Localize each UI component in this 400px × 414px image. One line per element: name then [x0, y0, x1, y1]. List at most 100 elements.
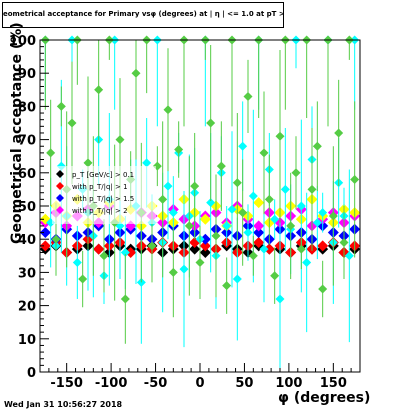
y-tick-label: 20: [18, 300, 36, 315]
data-point-green: [46, 148, 56, 158]
data-point-green: [184, 221, 194, 231]
data-point-cyan: [222, 221, 232, 231]
legend: p_T [GeV/c] > 0.1 with p_T/|q| > 1 with p_…: [52, 166, 156, 224]
data-point-green: [264, 194, 274, 204]
data-point-green: [147, 241, 157, 251]
x-tick-label: 50: [235, 376, 253, 391]
x-tick-label: 100: [275, 376, 302, 391]
x-tick-label: -100: [95, 376, 128, 391]
data-point-cyan: [296, 201, 306, 211]
legend-marker: [56, 194, 64, 202]
data-point-green: [158, 194, 168, 204]
data-point-green: [328, 211, 338, 221]
data-point-red: [317, 240, 329, 252]
data-point-cyan: [232, 274, 242, 284]
y-tick-label: 90: [18, 67, 36, 82]
data-point-cyan: [280, 184, 290, 194]
x-tick-label: -150: [50, 376, 83, 391]
legend-marker: [56, 170, 64, 178]
data-point-cyan: [248, 191, 258, 201]
x-tick-label: 0: [195, 376, 204, 391]
data-point-cyan: [275, 294, 285, 304]
timestamp: Wed Jan 31 10:56:27 2018: [4, 400, 123, 409]
data-point-green: [291, 168, 301, 178]
y-tick-label: 70: [18, 134, 36, 149]
data-point-black: [199, 246, 211, 258]
legend-marker: [56, 206, 64, 214]
x-tick-label: -50: [144, 376, 168, 391]
data-point-green: [78, 274, 88, 284]
data-point-blue: [39, 227, 51, 239]
data-point-cyan: [163, 181, 173, 191]
y-tick-label: 60: [18, 167, 36, 182]
y-tick-label: 0: [27, 366, 36, 381]
y-tick-label: 40: [18, 233, 36, 248]
data-point-cyan: [302, 257, 312, 267]
data-point-green: [168, 267, 178, 277]
legend-entry: with p_T/|q| > 1: [72, 183, 128, 191]
data-point-yellow: [253, 197, 265, 209]
data-point-green: [99, 251, 109, 261]
data-point-green: [232, 178, 242, 188]
data-point-green: [120, 294, 130, 304]
data-point-green: [94, 85, 104, 95]
title-box: eometrical acceptance for Primary vsφ (d…: [2, 2, 285, 28]
chart-title: eometrical acceptance for Primary vsφ (d…: [3, 10, 285, 18]
axis-ticks: -150 -100 -50 0 50 100 150 0 10 20 30 40 50 60 70 80 90 1…: [9, 34, 352, 391]
data-point-cyan: [344, 251, 354, 261]
data-point-green: [222, 281, 232, 291]
y-tick-label: 30: [18, 266, 36, 281]
data-point-green: [318, 284, 328, 294]
data-point-green: [174, 145, 184, 155]
data-point-cyan: [206, 198, 216, 208]
data-point-green: [216, 161, 226, 171]
data-point-cyan: [243, 228, 253, 238]
legend-marker: [56, 182, 64, 190]
y-axis-label: Geometrical acceptance (%): [9, 22, 25, 244]
y-tick-label: 80: [18, 100, 36, 115]
data-point-cyan: [72, 257, 82, 267]
data-point-green: [270, 271, 280, 281]
legend-entry: with p_T/|q| > 2: [72, 207, 128, 215]
data-point-green: [190, 181, 200, 191]
y-tick-label: 50: [18, 200, 36, 215]
data-point-green: [115, 135, 125, 145]
data-point-green: [206, 118, 216, 128]
data-point-cyan: [168, 208, 178, 218]
legend-entry: p_T [GeV/c] > 0.1: [72, 171, 134, 179]
data-point-green: [296, 244, 306, 254]
data-point-green: [312, 141, 322, 151]
data-point-red: [253, 237, 265, 249]
data-point-cyan: [227, 204, 237, 214]
data-point-red: [125, 246, 137, 258]
data-point-green: [248, 251, 258, 261]
data-point-cyan: [270, 214, 280, 224]
x-axis-label: φ (degrees): [278, 390, 371, 406]
data-point-green: [56, 101, 66, 111]
data-point-red: [93, 243, 105, 255]
data-point-green: [163, 105, 173, 115]
data-point-cyan: [120, 247, 130, 257]
legend-box: [52, 166, 156, 224]
data-point-magenta: [253, 220, 265, 232]
data-point-green: [334, 128, 344, 138]
data-point-cyan: [179, 264, 189, 274]
data-point-red: [199, 240, 211, 252]
y-tick-label: 10: [18, 333, 36, 348]
data-point-black: [189, 243, 201, 255]
data-point-green: [238, 208, 248, 218]
data-point-green: [131, 68, 141, 78]
data-point-green: [51, 234, 61, 244]
y-tick-label: 100: [9, 34, 36, 49]
data-point-green: [350, 174, 360, 184]
data-point-blue: [253, 227, 265, 239]
data-point-green: [275, 131, 285, 141]
data-point-red: [263, 243, 275, 255]
data-point-green: [243, 91, 253, 101]
data-point-cyan: [142, 158, 152, 168]
data-point-green: [195, 257, 205, 267]
data-point-cyan: [259, 244, 269, 254]
data-point-green: [83, 158, 93, 168]
legend-entry: with p_T/|q| > 1.5: [72, 195, 134, 203]
